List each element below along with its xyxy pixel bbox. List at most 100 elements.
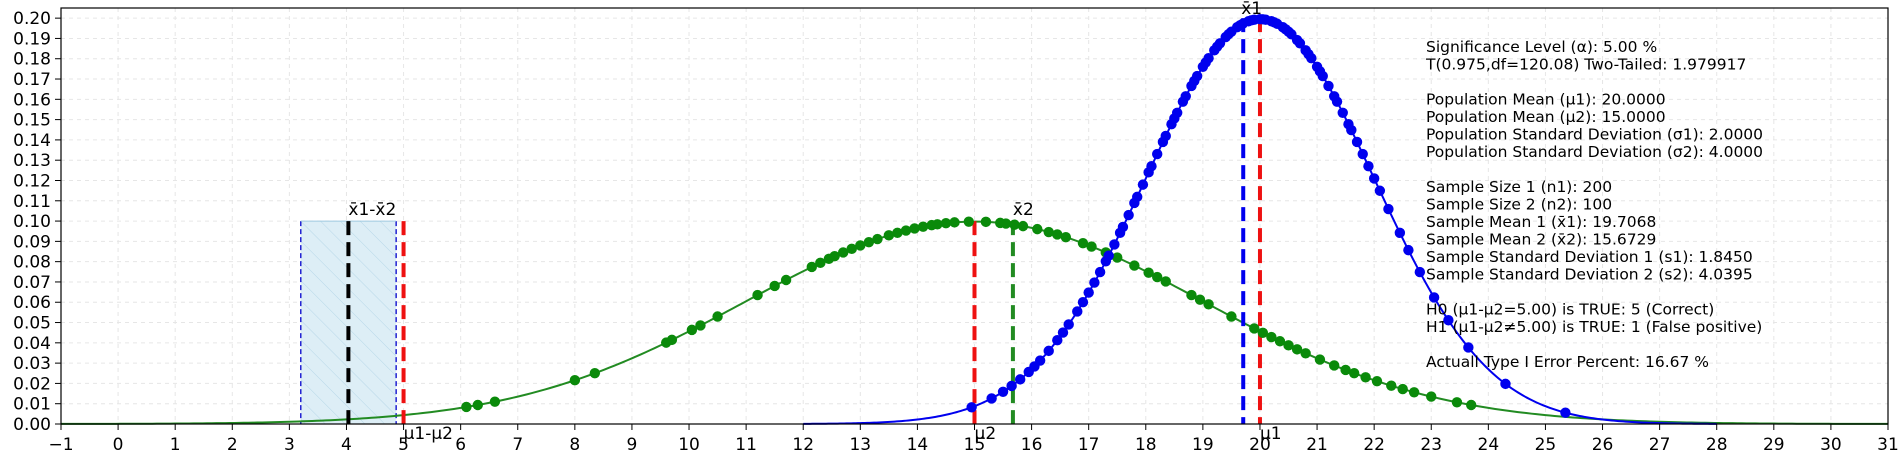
point-blue xyxy=(1117,221,1129,233)
info-line: Population Mean (μ1): 20.0000 xyxy=(1426,91,1666,109)
y-tick-label: 0.07 xyxy=(13,273,51,293)
point-green xyxy=(949,217,960,228)
y-tick-label: 0.01 xyxy=(13,395,51,415)
point-blue xyxy=(1294,38,1306,49)
info-panel: Significance Level (α): 5.00 %T(0.975,df… xyxy=(1425,38,1763,371)
x-tick-label: 26 xyxy=(1592,435,1614,455)
x-tick-label: 23 xyxy=(1420,435,1442,455)
point-blue xyxy=(1203,52,1214,64)
x-tick-label: 8 xyxy=(569,435,580,455)
y-tick-label: 0.15 xyxy=(13,111,51,131)
point-blue xyxy=(966,402,977,413)
point-green xyxy=(1194,294,1206,305)
x-tick-label: 16 xyxy=(1021,435,1043,455)
point-green xyxy=(1426,391,1437,402)
point-green xyxy=(1043,226,1054,238)
info-line: Actuall Type I Error Percent: 16.67 % xyxy=(1426,353,1709,371)
point-blue xyxy=(1331,96,1343,107)
info-line: Sample Size 2 (n2): 100 xyxy=(1426,196,1612,214)
point-green xyxy=(472,399,483,411)
x-tick-label: −1 xyxy=(48,435,73,455)
info-line: Sample Mean 2 (x̄2): 15.6729 xyxy=(1426,231,1656,249)
point-green xyxy=(837,247,849,258)
point-green xyxy=(461,401,472,413)
y-tick-label: 0.16 xyxy=(13,90,51,110)
point-green xyxy=(932,219,943,230)
point-green xyxy=(963,216,974,227)
y-tick-label: 0.17 xyxy=(13,70,51,90)
point-blue xyxy=(1043,345,1054,357)
point-green xyxy=(1274,336,1286,347)
point-blue xyxy=(1014,374,1026,385)
point-green xyxy=(1283,340,1294,351)
point-blue xyxy=(1152,148,1163,160)
point-green xyxy=(846,243,857,255)
point-green xyxy=(829,251,840,262)
x-tick-label: 12 xyxy=(792,435,814,455)
point-green xyxy=(940,217,952,229)
point-blue xyxy=(1346,124,1357,136)
y-tick-label: 0.04 xyxy=(13,334,51,354)
y-tick-label: 0.13 xyxy=(13,151,51,171)
point-blue xyxy=(1063,319,1074,330)
y-tick-label: 0.08 xyxy=(13,253,51,273)
point-blue xyxy=(1089,277,1100,288)
x-tick-label: 18 xyxy=(1135,435,1157,455)
point-green xyxy=(917,221,929,232)
point-green xyxy=(900,225,912,236)
point-green xyxy=(1143,267,1154,278)
info-line: Sample Standard Deviation 2 (s2): 4.0395 xyxy=(1426,266,1753,284)
point-blue xyxy=(1171,107,1183,118)
point-green xyxy=(1009,219,1020,230)
y-tick-label: 0.05 xyxy=(13,314,51,334)
point-blue xyxy=(1094,266,1106,278)
point-blue xyxy=(1560,407,1571,418)
point-green xyxy=(909,223,920,234)
x-tick-label: 25 xyxy=(1535,435,1557,455)
y-tick-label: 0.09 xyxy=(13,232,51,252)
point-blue xyxy=(1383,203,1394,215)
x-tick-label: 7 xyxy=(512,435,523,455)
point-green xyxy=(1314,354,1326,365)
x-tick-label: 2 xyxy=(227,435,238,455)
x-tick-label: 17 xyxy=(1078,435,1100,455)
x-tick-label: 6 xyxy=(455,435,466,455)
point-green xyxy=(1152,271,1163,283)
x-tick-label: 1 xyxy=(170,435,181,455)
point-green xyxy=(1291,344,1303,355)
point-blue xyxy=(997,386,1009,397)
x-tick-label: 10 xyxy=(678,435,700,455)
y-tick-label: 0.18 xyxy=(13,50,51,70)
point-blue xyxy=(1363,161,1374,172)
point-blue xyxy=(1374,185,1386,196)
point-green xyxy=(1371,375,1383,387)
point-green xyxy=(872,233,883,245)
point-blue xyxy=(1428,292,1440,303)
point-blue xyxy=(1052,335,1063,346)
x-tick-label: 0 xyxy=(113,435,124,455)
point-blue xyxy=(1146,161,1157,172)
y-tick-label: 0.10 xyxy=(13,212,51,232)
point-green xyxy=(1032,223,1043,235)
point-green xyxy=(806,261,817,273)
axes: −1 0 1 2 3 4 5 6 7 8 9 10 11 12 13 14 15 16 17 18 19 20 21 22 23… xyxy=(13,9,1899,455)
point-green xyxy=(752,289,763,301)
point-green xyxy=(1052,229,1063,240)
point-green xyxy=(892,227,903,239)
point-green xyxy=(855,240,866,251)
label-xbar1: x̄1 xyxy=(1241,0,1262,19)
x-tick-label: 9 xyxy=(627,435,638,455)
point-blue xyxy=(986,393,997,404)
info-line: Population Standard Deviation (σ1): 2.00… xyxy=(1426,126,1763,144)
point-green xyxy=(1077,238,1089,249)
point-green xyxy=(1226,311,1237,322)
point-green xyxy=(1340,364,1351,376)
point-green xyxy=(1257,327,1269,338)
x-tick-label: 21 xyxy=(1306,435,1328,455)
x-tick-label: 15 xyxy=(964,435,986,455)
point-green xyxy=(1129,260,1140,271)
point-green xyxy=(883,230,895,241)
point-blue xyxy=(1403,244,1414,256)
point-green xyxy=(1060,231,1072,243)
